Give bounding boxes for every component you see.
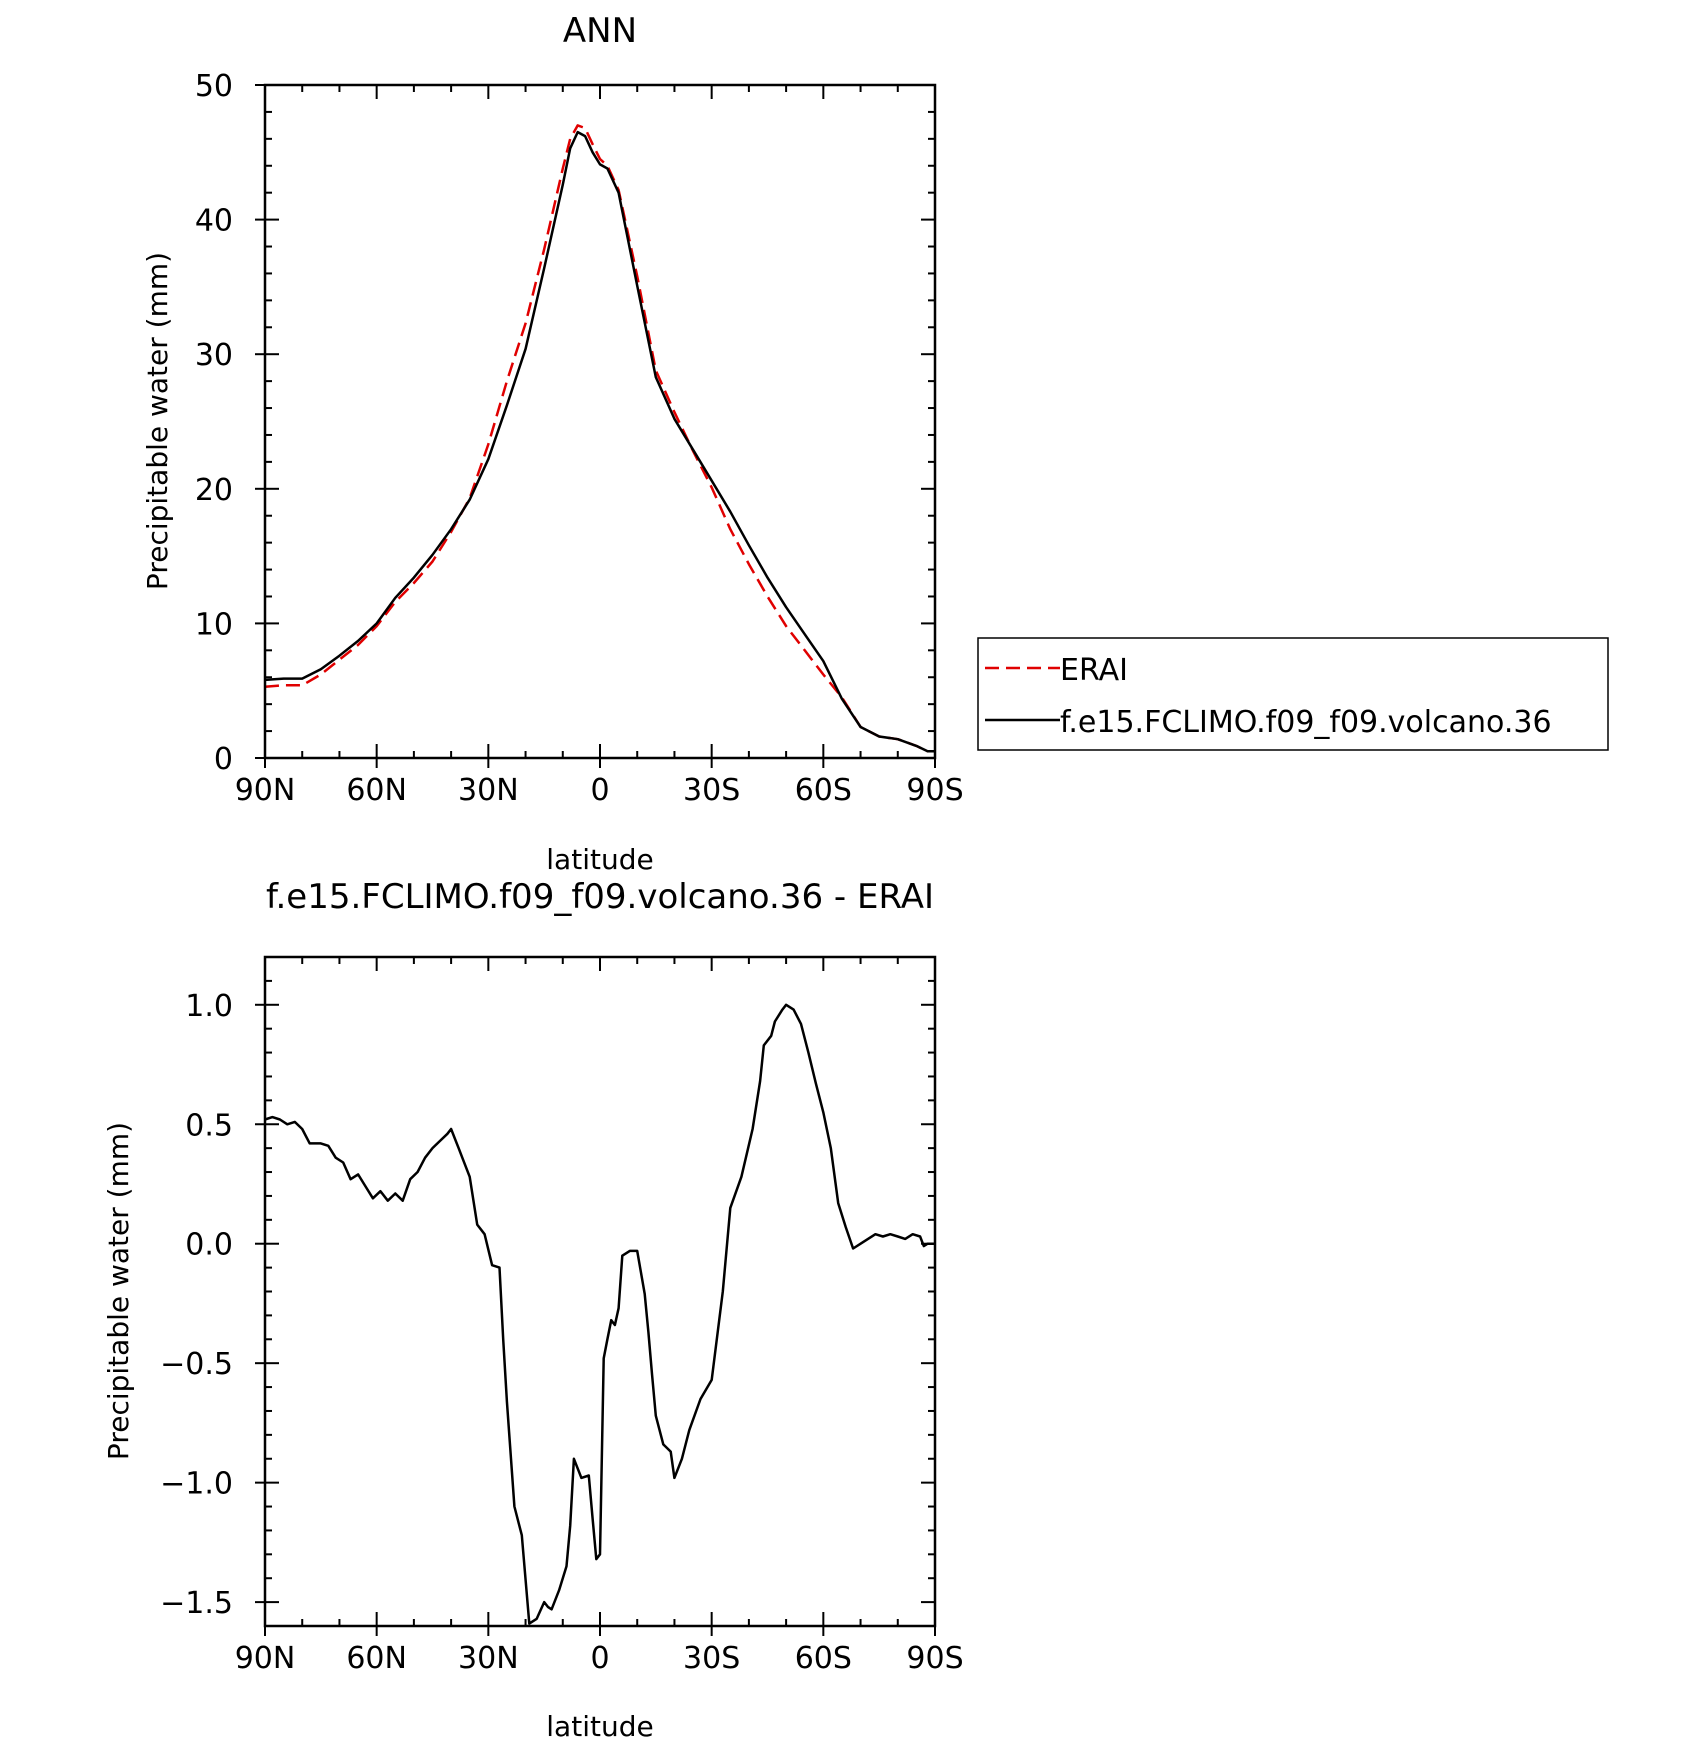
- x-tick-label: 90S: [906, 1641, 963, 1676]
- x-tick-label: 90S: [906, 773, 963, 808]
- y-tick-label: 20: [195, 473, 233, 508]
- y-tick-label: −0.5: [160, 1347, 233, 1382]
- y-tick-label: 1.0: [185, 989, 233, 1024]
- x-tick-label: 30N: [458, 773, 519, 808]
- y-tick-label: 0.5: [185, 1108, 233, 1143]
- x-tick-label: 60N: [346, 1641, 407, 1676]
- plot-frame: [263, 83, 937, 760]
- y-tick-label: 50: [195, 69, 233, 104]
- x-tick-label: 0: [590, 773, 609, 808]
- y-tick-labels: 1.0 0.5 0.0 −0.5 −1.0 −1.5: [160, 989, 233, 1621]
- plot-frame: [263, 955, 937, 1628]
- x-tick-label: 0: [590, 1641, 609, 1676]
- difference-chart: f.e15.FCLIMO.f09_f09.volcano.36 - ERAI 9…: [102, 877, 964, 1741]
- series-lines: [264, 1003, 935, 1625]
- y-axis-label: Precipitable water (mm): [102, 1122, 135, 1460]
- chart-title: ANN: [563, 11, 637, 51]
- series-lines: [264, 124, 935, 753]
- legend-box: [977, 637, 1609, 751]
- series-line-erai: [264, 124, 935, 753]
- y-tick-label: −1.0: [160, 1467, 233, 1502]
- y-axis-label: Precipitable water (mm): [141, 252, 174, 590]
- y-tick-label: −1.5: [160, 1586, 233, 1621]
- legend-label-model: f.e15.FCLIMO.f09_f09.volcano.36: [1060, 705, 1552, 740]
- y-tick-label: 0: [214, 742, 233, 777]
- y-tick-label: 40: [195, 204, 233, 239]
- x-axis-label: latitude: [546, 843, 653, 876]
- x-tick-labels: 90N 60N 30N 0 30S 60S 90S: [235, 1641, 964, 1676]
- series-line-model: [264, 130, 935, 753]
- tick-marks: [255, 84, 936, 768]
- legend-label-erai: ERAI: [1060, 653, 1128, 688]
- x-tick-label: 30S: [683, 773, 740, 808]
- x-axis-label: latitude: [546, 1710, 653, 1741]
- x-tick-label: 60S: [795, 1641, 852, 1676]
- chart-title: f.e15.FCLIMO.f09_f09.volcano.36 - ERAI: [266, 877, 934, 917]
- x-tick-label: 30N: [458, 1641, 519, 1676]
- x-tick-label: 30S: [683, 1641, 740, 1676]
- y-tick-label: 0.0: [185, 1228, 233, 1263]
- series-line-model: [264, 1003, 935, 1625]
- x-tick-label: 60N: [346, 773, 407, 808]
- y-tick-label: 30: [195, 338, 233, 373]
- y-tick-label: 10: [195, 607, 233, 642]
- mean-chart: ANN 90N 60N 30N 0 30S 60S 90S 0 10 20 30 40 50 lati…: [141, 11, 964, 876]
- x-tick-label: 90N: [235, 1641, 296, 1676]
- x-tick-label: 60S: [795, 773, 852, 808]
- legend: ERAI f.e15.FCLIMO.f09_f09.volcano.36: [977, 637, 1609, 751]
- x-tick-labels: 90N 60N 30N 0 30S 60S 90S: [235, 773, 964, 808]
- y-tick-labels: 0 10 20 30 40 50: [195, 69, 233, 777]
- x-tick-label: 90N: [235, 773, 296, 808]
